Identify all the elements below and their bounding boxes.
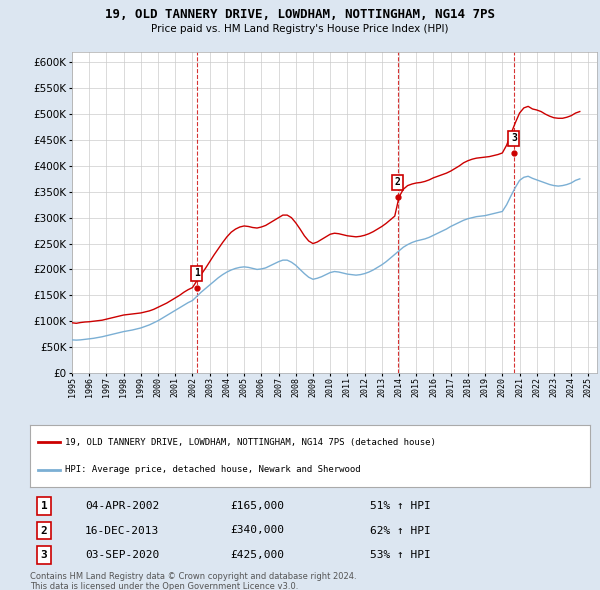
Text: £425,000: £425,000 (230, 550, 284, 560)
Text: 19, OLD TANNERY DRIVE, LOWDHAM, NOTTINGHAM, NG14 7PS: 19, OLD TANNERY DRIVE, LOWDHAM, NOTTINGH… (105, 8, 495, 21)
Text: 19, OLD TANNERY DRIVE, LOWDHAM, NOTTINGHAM, NG14 7PS (detached house): 19, OLD TANNERY DRIVE, LOWDHAM, NOTTINGH… (65, 438, 436, 447)
Text: 2: 2 (395, 178, 401, 188)
Text: 1: 1 (194, 268, 200, 278)
Text: 2: 2 (41, 526, 47, 536)
Text: This data is licensed under the Open Government Licence v3.0.: This data is licensed under the Open Gov… (30, 582, 298, 590)
Text: 3: 3 (41, 550, 47, 560)
Text: £340,000: £340,000 (230, 526, 284, 536)
Text: £165,000: £165,000 (230, 501, 284, 511)
Text: 62% ↑ HPI: 62% ↑ HPI (370, 526, 431, 536)
Text: 04-APR-2002: 04-APR-2002 (85, 501, 159, 511)
Text: 3: 3 (511, 133, 517, 143)
Text: Price paid vs. HM Land Registry's House Price Index (HPI): Price paid vs. HM Land Registry's House … (151, 24, 449, 34)
Text: 1: 1 (41, 501, 47, 511)
Text: 03-SEP-2020: 03-SEP-2020 (85, 550, 159, 560)
Text: 16-DEC-2013: 16-DEC-2013 (85, 526, 159, 536)
Text: HPI: Average price, detached house, Newark and Sherwood: HPI: Average price, detached house, Newa… (65, 465, 361, 474)
Text: 51% ↑ HPI: 51% ↑ HPI (370, 501, 431, 511)
Text: Contains HM Land Registry data © Crown copyright and database right 2024.: Contains HM Land Registry data © Crown c… (30, 572, 356, 581)
Text: 53% ↑ HPI: 53% ↑ HPI (370, 550, 431, 560)
